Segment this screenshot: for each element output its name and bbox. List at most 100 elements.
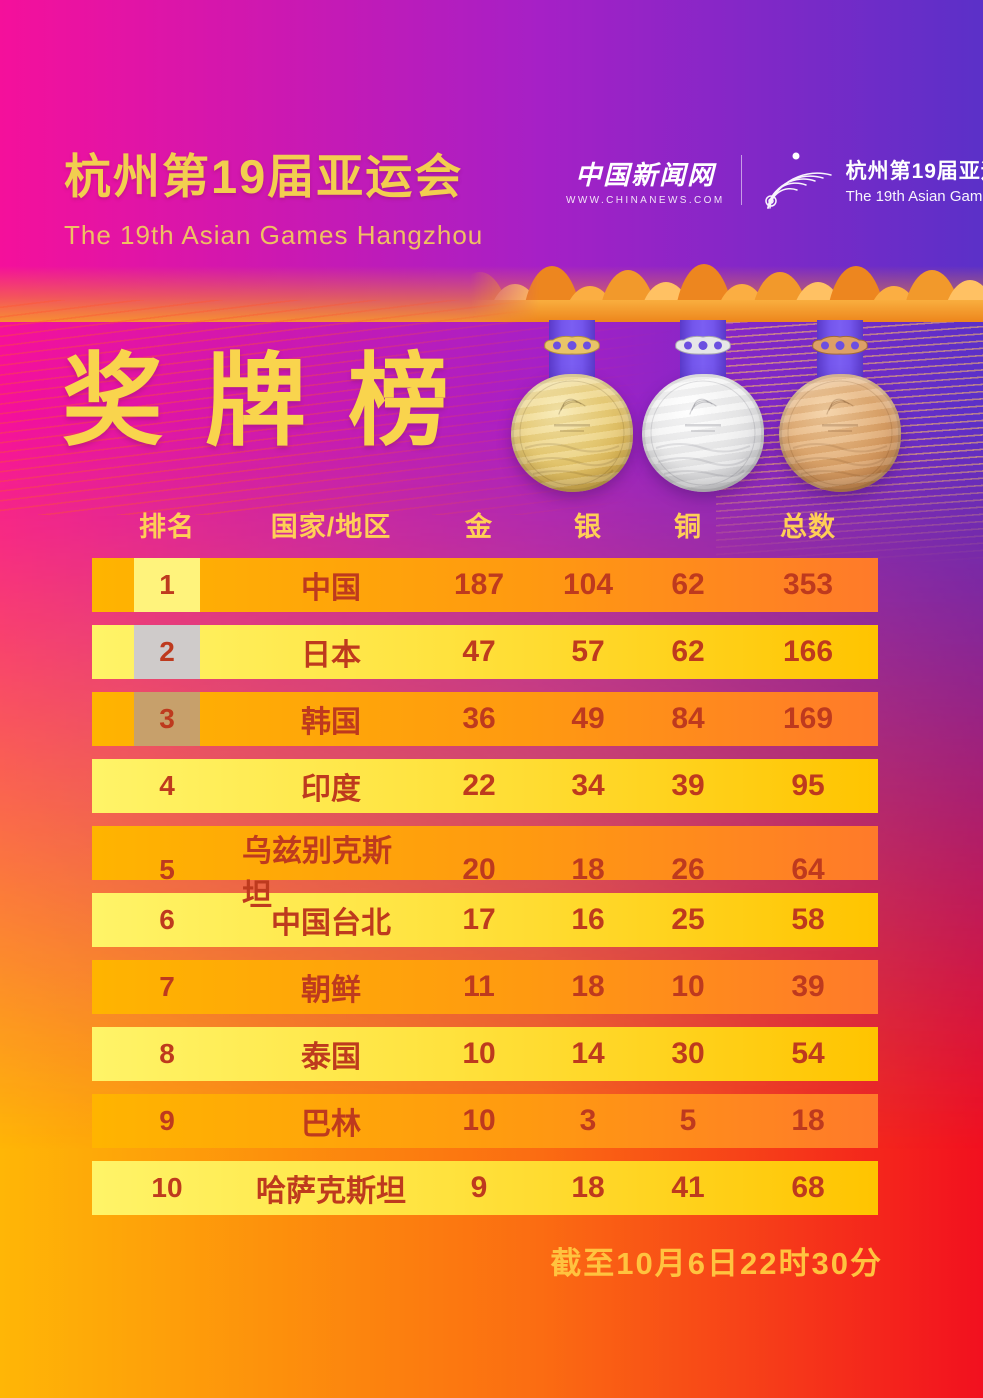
medal-table: 排名 国家/地区 金 银 铜 总数 1 中国 187 104 62 353 2 日本 47 57 6…: [92, 503, 878, 1228]
rank-cell: 1: [92, 558, 242, 612]
header-bronze: 铜: [674, 511, 702, 542]
rank-cell: 4: [92, 759, 242, 813]
bronze-count: 10: [671, 970, 705, 1003]
header-rank: 排名: [139, 511, 195, 542]
total-count: 18: [791, 1104, 825, 1137]
rank-badge: 9: [159, 1105, 175, 1136]
gold-count: 17: [462, 903, 496, 936]
brand-divider: [740, 155, 742, 205]
silver-medal-icon: [642, 374, 764, 492]
table-body: 1 中国 187 104 62 353 2 日本 47 57 62 166 3 韩国 36 49 84 169 4 印…: [92, 558, 878, 1215]
country-cell: 中国台北: [271, 907, 391, 940]
rank-badge: 10: [151, 1172, 183, 1203]
country-cell: 乌兹别克斯坦: [242, 835, 392, 912]
bronze-count: 30: [671, 1037, 705, 1070]
gold-count: 10: [462, 1104, 496, 1137]
sun-dot-icon: [792, 152, 800, 160]
total-count: 68: [791, 1171, 825, 1204]
table-row: 1 中国 187 104 62 353: [92, 558, 878, 612]
total-count: 54: [791, 1037, 825, 1070]
silver-count: 57: [571, 635, 605, 668]
total-count: 353: [782, 568, 834, 601]
country-cell: 巴林: [301, 1108, 361, 1141]
silver-count: 16: [571, 903, 605, 936]
rank-cell: 8: [92, 1027, 242, 1081]
gold-count: 22: [462, 769, 496, 802]
page-subtitle: The 19th Asian Games Hangzhou: [64, 220, 484, 250]
brand-bar: 中国新闻网 WWW.CHINANEWS.COM 杭州第19届亚运会 The 19…: [566, 150, 983, 210]
country-cell: 日本: [301, 639, 361, 672]
bronze-count: 62: [671, 568, 705, 601]
gold-count: 36: [462, 702, 496, 735]
footer-note: 截至10月6日22时30分: [550, 1246, 883, 1281]
total-count: 58: [791, 903, 825, 936]
table-row: 4 印度 22 34 39 95: [92, 759, 878, 813]
country-cell: 朝鲜: [301, 974, 361, 1007]
rank-cell: 9: [92, 1094, 242, 1148]
bronze-count: 62: [671, 635, 705, 668]
total-count: 64: [791, 853, 825, 886]
bronze-medal-icon: [779, 374, 901, 492]
table-row: 8 泰国 10 14 30 54: [92, 1027, 878, 1081]
silver-count: 18: [571, 1171, 605, 1204]
silver-count: 18: [571, 970, 605, 1003]
gold-count: 10: [462, 1037, 496, 1070]
rank-badge: 5: [159, 854, 175, 885]
table-row: 10 哈萨克斯坦 9 18 41 68: [92, 1161, 878, 1215]
country-cell: 中国: [301, 572, 361, 605]
table-row: 5 乌兹别克斯坦 20 18 26 64: [92, 826, 878, 912]
bronze-count: 41: [671, 1171, 705, 1204]
table-row: 3 韩国 36 49 84 169: [92, 692, 878, 746]
bronze-medal-clasp-icon: [812, 335, 868, 355]
masthead: 杭州第19届亚运会 The 19th Asian Games Hangzhou: [64, 138, 483, 251]
rank-cell: 5: [92, 826, 242, 914]
silver-count: 34: [571, 769, 605, 802]
silver-count: 3: [579, 1104, 597, 1137]
bronze-count: 25: [671, 903, 705, 936]
table-row: 9 巴林 10 3 5 18: [92, 1094, 878, 1148]
country-cell: 泰国: [301, 1041, 361, 1074]
page-title: 杭州第19届亚运会: [64, 150, 464, 203]
rank-cell: 6: [92, 893, 242, 947]
total-count: 166: [782, 635, 834, 668]
rank-badge: 3: [134, 692, 200, 746]
gold-count: 47: [462, 635, 496, 668]
silver-count: 18: [571, 853, 605, 886]
header-silver: 银: [574, 511, 602, 542]
silver-count: 49: [571, 702, 605, 735]
gold-count: 187: [453, 568, 505, 601]
country-cell: 哈萨克斯坦: [256, 1175, 406, 1208]
rank-cell: 2: [92, 625, 242, 679]
country-cell: 印度: [301, 773, 361, 806]
table-header-row: 排名 国家/地区 金 银 铜 总数: [92, 503, 878, 545]
rank-badge: 8: [159, 1038, 175, 1069]
bronze-count: 39: [671, 769, 705, 802]
chinanews-url: WWW.CHINANEWS.COM: [566, 194, 725, 206]
header-gold: 金: [465, 511, 493, 542]
gold-medal-clasp-icon: [544, 335, 600, 355]
total-count: 169: [782, 702, 834, 735]
silver-count: 14: [571, 1037, 605, 1070]
bronze-count: 5: [679, 1104, 697, 1137]
chinanews-logo: 中国新闻网 WWW.CHINANEWS.COM: [566, 155, 725, 206]
gold-count: 9: [470, 1171, 488, 1204]
games-title-block: 杭州第19届亚运会 The 19th Asian Games: [846, 155, 983, 205]
header-total: 总数: [780, 511, 836, 542]
rank-cell: 7: [92, 960, 242, 1014]
flame-band-decoration: [470, 264, 983, 322]
table-row: 6 中国台北 17 16 25 58: [92, 893, 878, 947]
rank-cell: 10: [92, 1161, 242, 1215]
rank-badge: 2: [134, 625, 200, 679]
country-cell: 韩国: [301, 706, 361, 739]
silver-medal-clasp-icon: [675, 335, 731, 355]
total-count: 95: [791, 769, 825, 802]
header-country: 国家/地区: [270, 511, 392, 542]
rank-badge: 4: [159, 770, 175, 801]
total-count: 39: [791, 970, 825, 1003]
bronze-count: 26: [671, 853, 705, 886]
rank-badge: 7: [159, 971, 175, 1002]
gold-medal-icon: [511, 374, 633, 492]
games-title-en: The 19th Asian Games: [845, 188, 983, 205]
games-title-cn: 杭州第19届亚运会: [845, 160, 983, 183]
rank-badge: 1: [134, 558, 200, 612]
